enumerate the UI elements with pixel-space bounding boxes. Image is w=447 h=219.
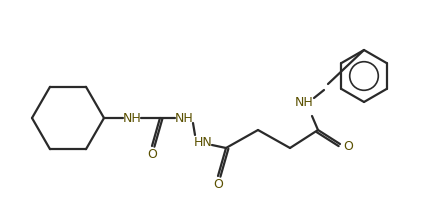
Text: O: O (343, 140, 353, 152)
Text: NH: NH (122, 111, 141, 124)
Text: O: O (147, 148, 157, 161)
Text: NH: NH (175, 111, 194, 124)
Text: NH: NH (295, 95, 313, 108)
Text: HN: HN (194, 136, 212, 148)
Text: O: O (213, 178, 223, 191)
